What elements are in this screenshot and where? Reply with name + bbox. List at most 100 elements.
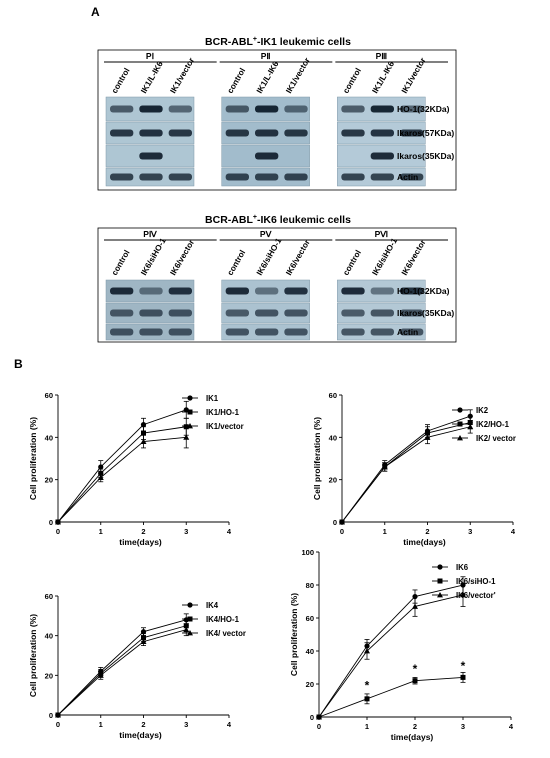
data-point: [140, 638, 147, 645]
data-point: [55, 519, 61, 525]
series-3: IK6/vector': [316, 582, 496, 720]
series-3: IK1/vector: [55, 422, 244, 525]
y-tick-label: 0: [310, 713, 314, 722]
blot-band: [225, 173, 249, 181]
blot-band: [341, 173, 365, 181]
blot-band: [139, 129, 163, 137]
y-axis-label: Cell proliferation (%): [289, 593, 299, 676]
blot-band: [255, 287, 279, 295]
data-point: [412, 603, 418, 609]
series-line: [341, 415, 471, 523]
series-3: IK2/ vector: [339, 419, 516, 525]
y-tick-label: 80: [306, 581, 314, 590]
x-tick-label: 0: [340, 527, 344, 536]
blot-band: [139, 152, 163, 160]
series-1: IK1: [55, 394, 219, 525]
data-point: [364, 696, 370, 702]
lane-label: control: [226, 66, 248, 95]
y-tick-label: 40: [45, 632, 53, 641]
blot-strip: [221, 279, 310, 303]
blot-band: [110, 287, 134, 295]
blot-band: [225, 328, 249, 336]
y-tick-label: 0: [49, 711, 53, 720]
blot-band: [225, 287, 249, 295]
x-tick-label: 1: [99, 527, 103, 536]
blot-band: [139, 309, 163, 317]
blot-band: [255, 328, 279, 336]
lane-label: control: [341, 248, 363, 277]
blot-band: [110, 173, 134, 181]
lane-label: IK1/L-IK6: [371, 59, 397, 95]
y-tick-label: 60: [45, 592, 53, 601]
significance-mark: *: [413, 662, 418, 676]
panel-b-letter: B: [14, 357, 23, 371]
lane-label: IK6/vector: [400, 238, 428, 277]
data-point: [457, 435, 463, 441]
lane-label: IK6/siHO-1: [139, 236, 168, 277]
legend-label: IK4/ vector: [206, 629, 246, 638]
series-2: IK2/HO-1: [339, 415, 510, 525]
series-line: [57, 625, 187, 716]
blot-band: [370, 152, 394, 160]
blot-band: [284, 105, 308, 113]
data-point: [437, 578, 443, 584]
blot-band: [225, 309, 249, 317]
y-tick-label: 20: [329, 476, 337, 485]
legend-label: IK4: [206, 601, 219, 610]
lane-label: control: [110, 66, 132, 95]
section1-title: BCR-ABL+-IK1 leukemic cells: [205, 36, 351, 48]
y-axis-label: Cell proliferation (%): [28, 614, 38, 697]
blot-band: [400, 173, 424, 181]
blot-band: [400, 287, 424, 295]
legend-label: IK2: [476, 406, 489, 415]
lane-label: control: [226, 248, 248, 277]
data-point: [316, 714, 322, 720]
blot-band: [168, 328, 192, 336]
series-line: [341, 422, 471, 523]
x-axis-label: time(days): [391, 732, 434, 742]
series-line: [341, 426, 471, 523]
lane-label: IK1/vector: [169, 56, 197, 95]
blot-band: [370, 328, 394, 336]
panel-name: PⅤ: [260, 229, 273, 239]
lane-label: IK1/vector: [400, 56, 428, 95]
series-line: [318, 584, 464, 718]
blot-band: [110, 328, 134, 336]
data-point: [364, 648, 370, 654]
y-tick-label: 0: [49, 518, 53, 527]
lane-label: IK1/L-IK6: [139, 59, 165, 95]
lane-label: control: [341, 66, 363, 95]
lane-label: IK6/siHO-1: [255, 236, 284, 277]
blot-band: [341, 105, 365, 113]
series-line: [318, 676, 464, 718]
x-tick-label: 2: [141, 720, 145, 729]
x-tick-label: 1: [365, 722, 369, 731]
data-point: [187, 616, 193, 622]
blot-band: [139, 287, 163, 295]
lane-label: IK1/L-IK6: [255, 59, 281, 95]
blot-band: [370, 105, 394, 113]
x-tick-label: 3: [461, 722, 465, 731]
x-tick-label: 0: [56, 720, 60, 729]
data-point: [98, 464, 104, 470]
blot-band: [139, 328, 163, 336]
protein-label: Ikaros(35KDa): [397, 151, 454, 161]
series-line: [57, 409, 187, 523]
y-tick-label: 40: [329, 433, 337, 442]
data-point: [457, 421, 463, 427]
legend-label: IK2/ vector: [476, 434, 516, 443]
blot-band: [341, 309, 365, 317]
y-axis-label: Cell proliferation (%): [28, 417, 38, 500]
blot-band: [284, 129, 308, 137]
y-tick-label: 0: [333, 518, 337, 527]
data-point: [412, 678, 418, 684]
x-tick-label: 0: [317, 722, 321, 731]
data-point: [424, 434, 431, 440]
blot-strip: [337, 279, 426, 303]
protein-label: Ikaros(35KDa): [397, 308, 454, 318]
x-tick-label: 2: [141, 527, 145, 536]
data-point: [457, 407, 463, 413]
